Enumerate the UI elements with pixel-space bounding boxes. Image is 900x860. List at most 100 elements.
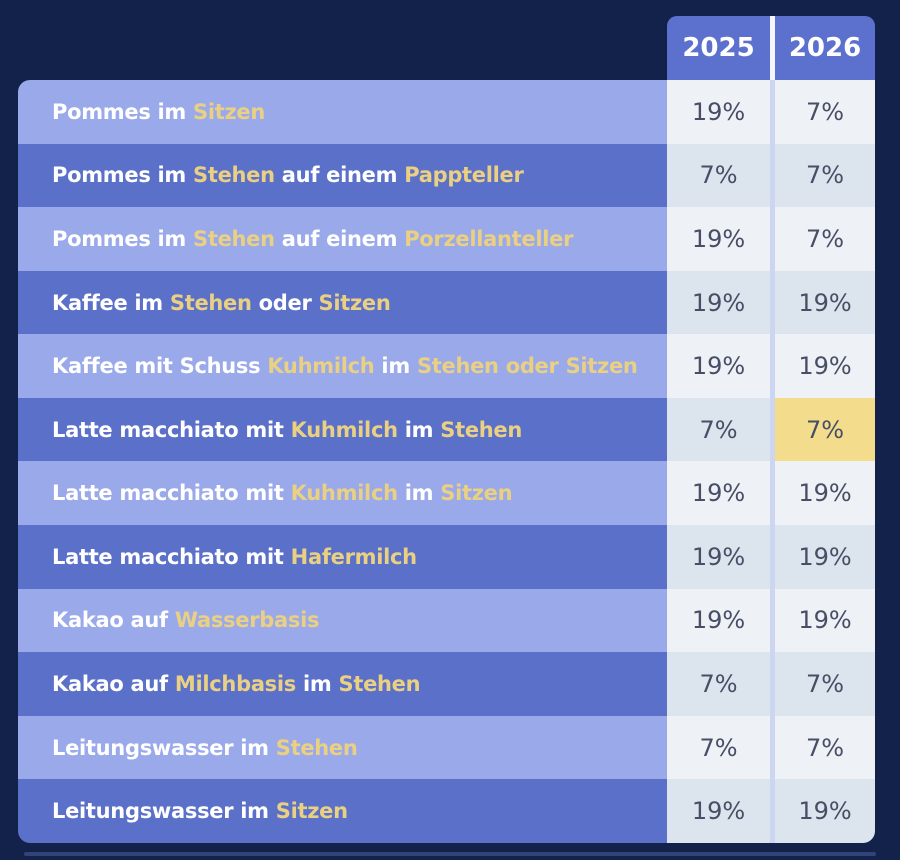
vat-2026-cell: 7% bbox=[775, 715, 875, 780]
vat-2025-cell: 19% bbox=[667, 461, 770, 526]
row-label: Leitungswasser im Stehen bbox=[18, 715, 667, 780]
vat-2025-cell: 19% bbox=[667, 207, 770, 271]
row-label: Latte macchiato mit Kuhmilch im Stehen bbox=[18, 397, 667, 462]
label-keyword: Sitzen bbox=[318, 290, 391, 315]
vat-2026-cell: 19% bbox=[775, 779, 875, 843]
row-label: Kakao auf Milchbasis im Stehen bbox=[18, 652, 667, 716]
column-divider bbox=[770, 207, 775, 271]
vat-2025-cell: 19% bbox=[667, 588, 770, 653]
row-label: Pommes im Sitzen bbox=[18, 80, 667, 144]
vat-2025-cell: 19% bbox=[667, 334, 770, 398]
label-text: Kakao auf bbox=[52, 671, 175, 696]
label-text: Leitungswasser im bbox=[52, 799, 276, 824]
row-label: Pommes im Stehen auf einem Porzellantell… bbox=[18, 207, 667, 271]
table-row: Latte macchiato mit Kuhmilch im Sitzen 1… bbox=[18, 461, 875, 526]
label-text: auf einem bbox=[274, 226, 405, 251]
row-label: Pommes im Stehen auf einem Pappteller bbox=[18, 143, 667, 208]
label-text: Latte macchiato mit bbox=[52, 544, 291, 569]
label-keyword: Kuhmilch bbox=[267, 354, 375, 379]
column-divider bbox=[770, 525, 775, 589]
column-divider bbox=[770, 270, 775, 335]
label-keyword: Stehen bbox=[169, 290, 252, 315]
label-keyword: Milchbasis bbox=[174, 671, 296, 696]
header-column-divider bbox=[770, 16, 775, 80]
vat-2026-cell: 7% bbox=[775, 207, 875, 271]
table-row: Latte macchiato mit Kuhmilch im Stehen 7… bbox=[18, 397, 875, 462]
column-divider bbox=[770, 461, 775, 526]
label-text: Pommes im bbox=[52, 163, 194, 188]
label-text: Kakao auf bbox=[52, 608, 175, 633]
label-keyword: Sitzen bbox=[440, 481, 513, 506]
label-text: oder bbox=[251, 290, 319, 315]
vat-2025-cell: 19% bbox=[667, 270, 770, 335]
label-text: Leitungswasser im bbox=[52, 735, 276, 760]
row-label: Kaffee im Stehen oder Sitzen bbox=[18, 270, 667, 335]
label-text: im bbox=[397, 481, 441, 506]
label-keyword: Hafermilch bbox=[290, 544, 417, 569]
table-row: Kakao auf Wasserbasis 19% 19% bbox=[18, 588, 875, 653]
label-text: im bbox=[374, 354, 417, 379]
vat-2026-cell: 19% bbox=[775, 461, 875, 526]
row-label: Latte macchiato mit Kuhmilch im Sitzen bbox=[18, 461, 667, 526]
table-row: Latte macchiato mit Hafermilch 19% 19% bbox=[18, 525, 875, 589]
vat-2025-cell: 19% bbox=[667, 525, 770, 589]
table-row: Kaffee mit Schuss Kuhmilch im Stehen ode… bbox=[18, 334, 875, 398]
table-row: Kaffee im Stehen oder Sitzen 19% 19% bbox=[18, 270, 875, 335]
label-text: im bbox=[397, 417, 441, 442]
label-keyword: Kuhmilch bbox=[290, 481, 398, 506]
row-label: Kaffee mit Schuss Kuhmilch im Stehen ode… bbox=[18, 334, 667, 398]
label-keyword: Stehen oder Sitzen bbox=[416, 354, 638, 379]
table-row: Leitungswasser im Sitzen 19% 19% bbox=[18, 779, 875, 843]
label-keyword: Wasserbasis bbox=[174, 608, 320, 633]
vat-2026-cell: 7% bbox=[775, 652, 875, 716]
label-text: Kaffee mit Schuss bbox=[52, 354, 268, 379]
label-text: Pommes im bbox=[52, 99, 194, 124]
vat-2025-cell: 7% bbox=[667, 652, 770, 716]
column-divider bbox=[770, 334, 775, 398]
vat-2026-cell: 19% bbox=[775, 525, 875, 589]
vat-2026-cell: 19% bbox=[775, 334, 875, 398]
label-text: Latte macchiato mit bbox=[52, 417, 291, 442]
vat-2026-cell: 7% bbox=[775, 397, 875, 462]
year-2025-header: 2025 bbox=[682, 33, 755, 63]
label-keyword: Sitzen bbox=[193, 99, 266, 124]
vat-2025-cell: 7% bbox=[667, 143, 770, 208]
label-text: Kaffee im bbox=[52, 290, 170, 315]
table-row: Pommes im Stehen auf einem Porzellantell… bbox=[18, 207, 875, 271]
vat-2025-cell: 19% bbox=[667, 779, 770, 843]
year-2026-header: 2026 bbox=[788, 33, 862, 63]
label-text: Latte macchiato mit bbox=[52, 481, 291, 506]
table-row: Leitungswasser im Stehen 7% 7% bbox=[18, 715, 875, 780]
label-keyword: Stehen bbox=[338, 671, 421, 696]
label-text: im bbox=[295, 671, 339, 696]
row-label: Kakao auf Wasserbasis bbox=[18, 588, 667, 653]
row-label: Leitungswasser im Sitzen bbox=[18, 779, 667, 843]
label-keyword: Sitzen bbox=[275, 799, 348, 824]
vat-2026-cell: 19% bbox=[775, 588, 875, 653]
label-keyword: Pappteller bbox=[404, 163, 524, 188]
vat-2025-cell: 19% bbox=[667, 80, 770, 144]
table-row: Pommes im Stehen auf einem Pappteller 7%… bbox=[18, 143, 875, 208]
vat-2026-cell: 19% bbox=[775, 270, 875, 335]
vat-2026-cell: 7% bbox=[775, 80, 875, 144]
label-keyword: Kuhmilch bbox=[290, 417, 398, 442]
table-row: Pommes im Sitzen 19% 7% bbox=[18, 80, 875, 144]
column-divider bbox=[770, 779, 775, 843]
label-keyword: Stehen bbox=[440, 417, 523, 442]
vat-table-body: Pommes im Sitzen 19% 7% Pommes im Stehen… bbox=[18, 80, 875, 843]
column-divider bbox=[770, 715, 775, 780]
label-keyword: Stehen bbox=[193, 163, 275, 188]
label-keyword: Stehen bbox=[193, 226, 275, 251]
next-section-edge bbox=[24, 852, 876, 856]
label-text: auf einem bbox=[274, 163, 405, 188]
column-divider bbox=[770, 80, 775, 144]
year-header: 2025 2026 bbox=[667, 16, 875, 80]
vat-2025-cell: 7% bbox=[667, 715, 770, 780]
row-label: Latte macchiato mit Hafermilch bbox=[18, 525, 667, 589]
vat-2025-cell: 7% bbox=[667, 397, 770, 462]
table-row: Kakao auf Milchbasis im Stehen 7% 7% bbox=[18, 652, 875, 716]
column-divider bbox=[770, 143, 775, 208]
column-divider bbox=[770, 652, 775, 716]
label-keyword: Stehen bbox=[275, 735, 358, 760]
